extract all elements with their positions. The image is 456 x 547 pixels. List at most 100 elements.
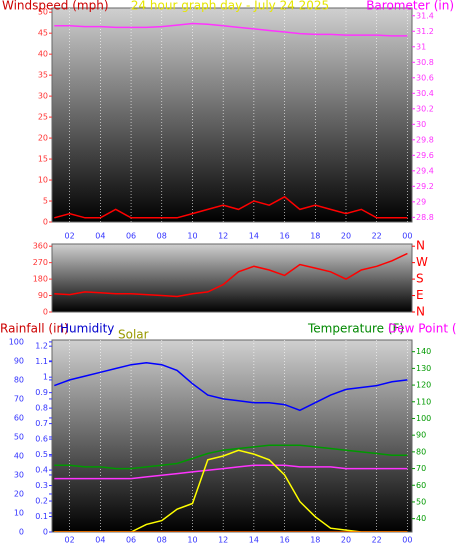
series-line	[54, 464, 408, 480]
dew-title: Dew Point (	[388, 322, 456, 336]
y2-tick-label: 110	[416, 397, 431, 406]
y2-tick-label: 30.6	[416, 73, 434, 82]
y-tick-label: 35	[38, 71, 48, 80]
y-axis-title: Windspeed (mph)	[2, 0, 109, 13]
y2-tick-label: 40	[416, 514, 426, 523]
y3-tick-label: 0.8	[35, 404, 48, 413]
y-tick-label: 80	[14, 375, 24, 384]
y2-tick-label: 50	[416, 497, 426, 506]
x-tick-label: 16	[279, 536, 289, 545]
x-tick-label: 00	[402, 232, 412, 241]
y2-tick-label: 80	[416, 447, 426, 456]
y2-tick-label: W	[416, 255, 428, 269]
x-tick-label: 10	[187, 536, 197, 545]
y3-tick-label: 0.2	[35, 497, 48, 506]
y3-tick-label: 0.5	[35, 450, 48, 459]
x-tick-label: 02	[65, 536, 75, 545]
series-line	[54, 195, 408, 219]
y-tick-label: 90	[14, 356, 24, 365]
x-tick-label: 04	[95, 232, 105, 241]
y-axis-title: Humidity	[60, 322, 114, 336]
y-tick-label: 0	[43, 218, 48, 227]
y2-tick-label: 29.4	[416, 166, 434, 175]
y-tick-label: 90	[38, 291, 48, 300]
y3-tick-label: 0.4	[35, 466, 48, 475]
y2-tick-label: 29.8	[416, 135, 434, 144]
y-tick-label: 180	[33, 275, 48, 284]
y-tick-label: 30	[14, 470, 24, 479]
y2-tick-label: 30.2	[416, 104, 434, 113]
y-tick-label: 100	[9, 337, 24, 346]
y-tick-label: 45	[38, 29, 48, 38]
y-tick-label: 25	[38, 113, 48, 122]
y3-tick-label: 0	[43, 528, 48, 537]
y3-tick-label: 1	[43, 373, 48, 382]
y2-axis-title: Temperature (F)	[307, 322, 404, 336]
x-tick-label: 18	[310, 232, 320, 241]
y2-tick-label: 70	[416, 464, 426, 473]
y2-tick-label: 31.4	[416, 11, 434, 20]
y2-tick-label: N	[416, 305, 425, 319]
y-tick-label: 10	[14, 508, 24, 517]
x-tick-label: 18	[310, 536, 320, 545]
x-tick-label: 22	[372, 536, 382, 545]
x-tick-label: 14	[249, 232, 259, 241]
y-tick-label: 360	[33, 242, 48, 251]
chart-title: 24 hour graph day - July 24 2025	[131, 0, 329, 13]
y3-axis-title: Rainfall (in)	[0, 322, 69, 336]
x-tick-label: 12	[218, 536, 228, 545]
y2-tick-label: 30.4	[416, 89, 434, 98]
y-tick-label: 20	[38, 134, 48, 143]
x-tick-label: 08	[157, 232, 167, 241]
x-tick-label: 06	[126, 232, 136, 241]
y-tick-label: 0	[43, 308, 48, 317]
plot-area	[51, 339, 413, 533]
y-tick-label: 40	[14, 451, 24, 460]
series-line	[54, 362, 408, 412]
y-tick-label: 10	[38, 176, 48, 185]
solar-title: Solar	[118, 328, 149, 342]
x-tick-label: 10	[187, 232, 197, 241]
y2-tick-label: N	[416, 239, 425, 253]
y-tick-label: 70	[14, 394, 24, 403]
x-tick-label: 16	[279, 232, 289, 241]
y-tick-label: 50	[14, 432, 24, 441]
y2-tick-label: 29.6	[416, 151, 434, 160]
x-tick-label: 06	[126, 536, 136, 545]
y-tick-label: 5	[43, 197, 48, 206]
series-line	[54, 449, 408, 532]
y3-tick-label: 0.1	[35, 512, 48, 521]
y3-tick-label: 0.6	[35, 435, 48, 444]
y-tick-label: 15	[38, 155, 48, 164]
y2-tick-label: 28.8	[416, 213, 434, 222]
y3-tick-label: 1.1	[35, 357, 48, 366]
y3-tick-label: 1.2	[35, 342, 48, 351]
y2-tick-label: 130	[416, 364, 431, 373]
y2-tick-label: 140	[416, 347, 431, 356]
x-tick-label: 00	[402, 536, 412, 545]
series-line	[54, 444, 408, 470]
plot-area	[51, 7, 413, 223]
series-line	[54, 252, 408, 298]
y2-tick-label: 120	[416, 381, 431, 390]
series-line	[54, 22, 408, 37]
x-tick-label: 20	[341, 536, 351, 545]
y2-tick-label: S	[416, 272, 424, 286]
x-tick-label: 20	[341, 232, 351, 241]
x-tick-label: 04	[95, 536, 105, 545]
y2-axis-title: Barometer (in)	[366, 0, 454, 13]
y-tick-label: 0	[19, 528, 24, 537]
y-tick-label: 270	[33, 258, 48, 267]
y3-tick-label: 0.7	[35, 419, 48, 428]
y2-tick-label: E	[416, 288, 424, 302]
y-tick-label: 60	[14, 413, 24, 422]
x-tick-label: 12	[218, 232, 228, 241]
y2-tick-label: 60	[416, 481, 426, 490]
y-tick-label: 40	[38, 50, 48, 59]
x-tick-label: 08	[157, 536, 167, 545]
y3-tick-label: 0.9	[35, 388, 48, 397]
y2-tick-label: 90	[416, 431, 426, 440]
y2-tick-label: 100	[416, 414, 431, 423]
y-tick-label: 30	[38, 92, 48, 101]
y2-tick-label: 30.8	[416, 58, 434, 67]
